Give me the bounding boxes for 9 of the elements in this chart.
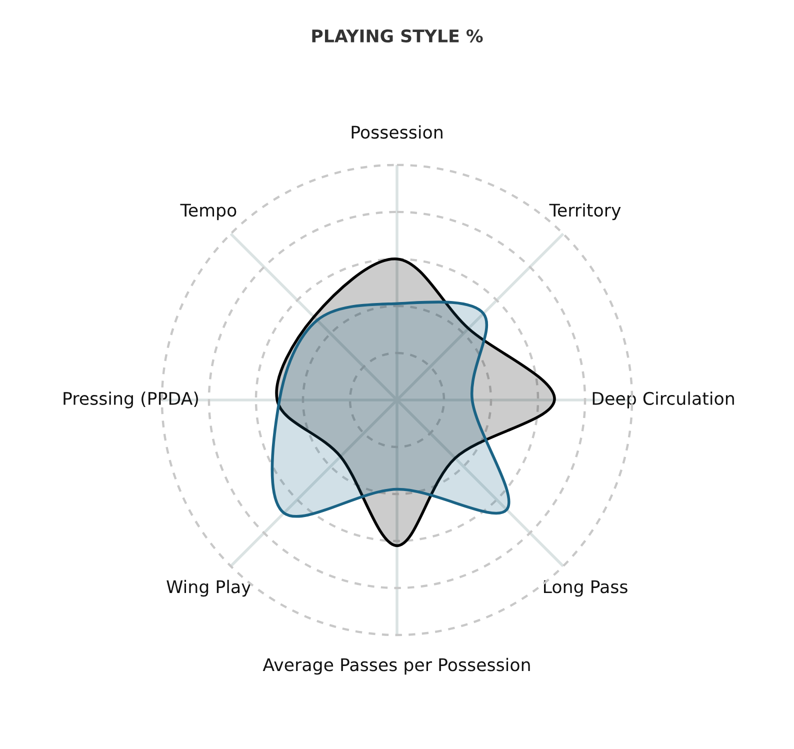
chart-title: PLAYING STYLE % — [312, 29, 483, 42]
spoke-label: Tempo — [180, 204, 236, 220]
spoke-label: Deep Circulation — [592, 392, 734, 408]
spoke-label: Territory — [549, 203, 621, 220]
spoke-label: Wing Play — [166, 580, 251, 597]
spoke-label: Long Pass — [544, 580, 628, 597]
spoke-label: Average Passes per Possession — [262, 658, 530, 675]
spoke-label: Pressing (PPDA) — [64, 392, 198, 408]
spoke-label: Possession — [352, 125, 442, 139]
